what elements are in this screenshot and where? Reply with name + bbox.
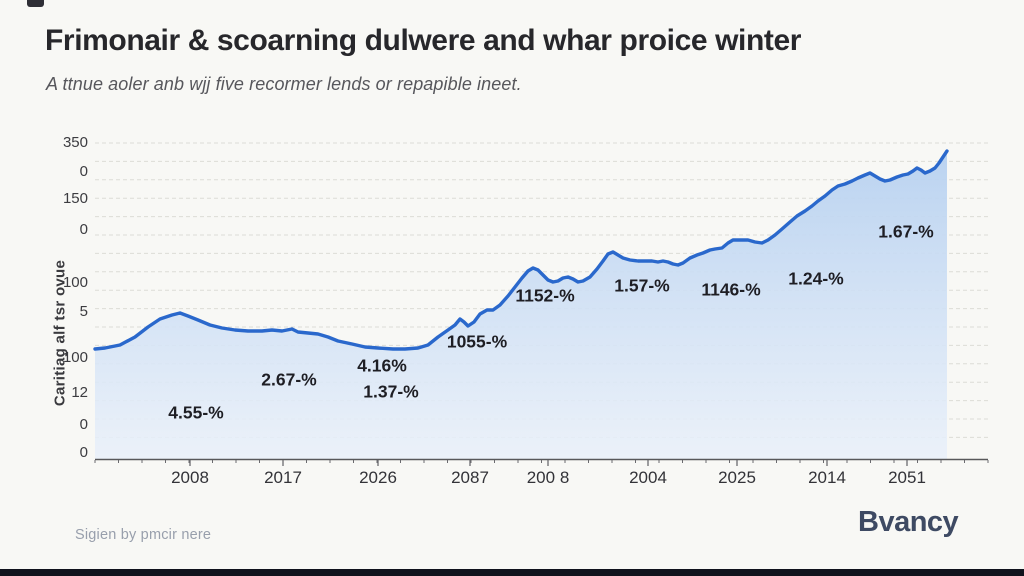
y-tick-label: 0: [79, 221, 88, 238]
x-tick-label: 200 8: [526, 468, 570, 487]
y-tick-label: 0: [79, 416, 88, 433]
data-point-label: 1.57-%: [614, 275, 670, 296]
y-axis-title: Caritiag alf tsr ovue: [51, 259, 69, 407]
data-point-label: 1055-%: [446, 331, 508, 352]
data-point-label: 4.55-%: [168, 402, 224, 423]
bottom-bar: [0, 569, 1024, 576]
y-tick-label: 150: [62, 190, 88, 207]
x-tick-label: 2004: [629, 468, 667, 487]
brand-logo: Bvancy: [858, 506, 959, 538]
y-tick-label: 0: [79, 444, 88, 461]
y-tick-label: 0: [79, 163, 88, 180]
y-tick-label: 350: [62, 134, 88, 151]
page-subtitle: A ttnue aoler anb wjj five recormer lend…: [46, 74, 522, 94]
y-tick-label: 5: [79, 303, 88, 320]
data-point-label: 2.67-%: [261, 369, 317, 390]
page-title: Frimonair & scoarning dulwere and whar p…: [45, 24, 802, 57]
x-tick-label: 2087: [451, 468, 489, 487]
source-note: Sigien by pmcir nere: [75, 527, 212, 543]
y-tick-label: 12: [71, 384, 88, 401]
x-tick-label: 2051: [888, 468, 926, 487]
data-point-label: 4.16%: [357, 355, 407, 376]
x-tick-label: 2008: [171, 468, 209, 487]
data-point-label: 1.67-%: [878, 221, 934, 242]
x-tick-label: 2017: [264, 468, 302, 487]
data-point-label: 1152-%: [515, 285, 575, 306]
x-tick-label: 2014: [808, 468, 846, 487]
data-point-label: 1.37-%: [363, 381, 419, 402]
data-point-label: 1146-%: [701, 279, 761, 300]
corner-mark: [27, 0, 44, 7]
x-tick-label: 2025: [718, 468, 756, 487]
data-point-label: 1.24-%: [788, 268, 844, 289]
y-tick-label: 100: [62, 274, 88, 291]
y-tick-label: 100: [62, 349, 88, 366]
x-tick-label: 2026: [359, 468, 397, 487]
